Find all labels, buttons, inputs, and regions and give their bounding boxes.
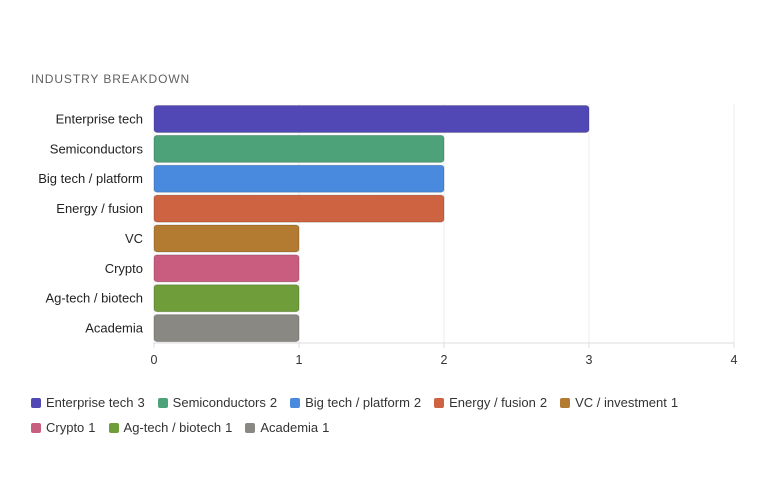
legend-label: Semiconductors [172, 395, 266, 410]
legend-text: Semiconductors 2 [173, 395, 277, 410]
bar-crypto[interactable] [153, 254, 300, 283]
legend-swatch [157, 397, 168, 408]
y-tick-label: VC [125, 231, 143, 246]
legend-label: Crypto [46, 420, 85, 435]
y-tick-label: Energy / fusion [56, 201, 143, 216]
legend-item[interactable]: Semiconductors 2 [157, 393, 277, 412]
legend-swatch [245, 422, 256, 433]
bar-chart: 0 1 2 3 4 Enterprise tech Semiconductors Big te… [38, 104, 738, 367]
label-layer: 0 1 2 3 4 Enterprise tech Semiconductors Big te… [38, 111, 737, 367]
legend-value: 3 [137, 395, 145, 410]
legend-text: Ag-tech / biotech 1 [124, 420, 233, 435]
legend-value: 1 [670, 395, 679, 410]
bar-enterprise-tech[interactable] [153, 104, 590, 133]
y-tick-label: Ag-tech / biotech [45, 291, 143, 306]
legend-label: Academia [260, 420, 319, 435]
x-tick-label: 2 [441, 353, 448, 367]
x-tick-label: 0 [151, 353, 158, 367]
legend-swatch [108, 422, 119, 433]
legend-label: Energy / fusion [449, 395, 536, 410]
chart-legend: Enterprise tech 3 Semiconductors 2 Big tech … [31, 393, 751, 437]
bar-semiconductors[interactable] [153, 134, 445, 163]
legend-swatch [560, 397, 571, 408]
y-tick-label: Semiconductors [50, 141, 144, 156]
x-tick-label: 3 [586, 353, 593, 367]
legend-item[interactable]: VC / investment 1 [560, 393, 678, 412]
bar-big-tech-platform[interactable] [153, 164, 445, 193]
bar-layer [153, 104, 590, 343]
x-tick-label: 4 [731, 353, 738, 367]
legend-swatch [290, 397, 301, 408]
legend-text: Energy / fusion 2 [449, 395, 547, 410]
legend-item[interactable]: Crypto 1 [31, 418, 96, 437]
legend-label: Big tech / platform [305, 395, 410, 410]
legend-item[interactable]: Ag-tech / biotech 1 [108, 418, 233, 437]
legend-value: 2 [413, 395, 422, 410]
y-tick-label: Academia [85, 321, 144, 336]
legend-text: VC / investment 1 [575, 395, 678, 410]
legend-item[interactable]: Academia 1 [245, 418, 329, 437]
y-tick-label: Enterprise tech [56, 111, 143, 126]
bar-vc[interactable] [153, 224, 300, 253]
legend-item[interactable]: Energy / fusion 2 [434, 393, 547, 412]
legend-swatch [31, 397, 41, 408]
x-tick-label: 1 [296, 353, 303, 367]
legend-swatch [31, 422, 41, 433]
chart-title: INDUSTRY BREAKDOWN [31, 72, 191, 86]
legend-label: VC / investment [575, 395, 667, 410]
legend-text: Enterprise tech 3 [46, 395, 145, 410]
legend-value: 1 [225, 420, 233, 435]
bar-academia[interactable] [153, 314, 300, 343]
legend-label: Ag-tech / biotech [123, 420, 222, 435]
legend-item[interactable]: Enterprise tech 3 [31, 393, 145, 412]
legend-value: 1 [88, 420, 96, 435]
legend-text: Big tech / platform 2 [305, 395, 421, 410]
legend-item[interactable]: Big tech / platform 2 [290, 393, 421, 412]
bar-energy-fusion[interactable] [153, 194, 445, 223]
legend-value: 2 [539, 395, 548, 410]
legend-value: 2 [269, 395, 278, 410]
legend-swatch [434, 397, 445, 408]
legend-text: Academia 1 [260, 420, 329, 435]
y-tick-label: Crypto [105, 261, 143, 276]
bar-ag-tech-biotech[interactable] [153, 284, 300, 313]
legend-label: Enterprise tech [46, 395, 134, 410]
y-tick-label: Big tech / platform [38, 171, 143, 186]
legend-value: 1 [322, 420, 330, 435]
legend-text: Crypto 1 [46, 420, 96, 435]
